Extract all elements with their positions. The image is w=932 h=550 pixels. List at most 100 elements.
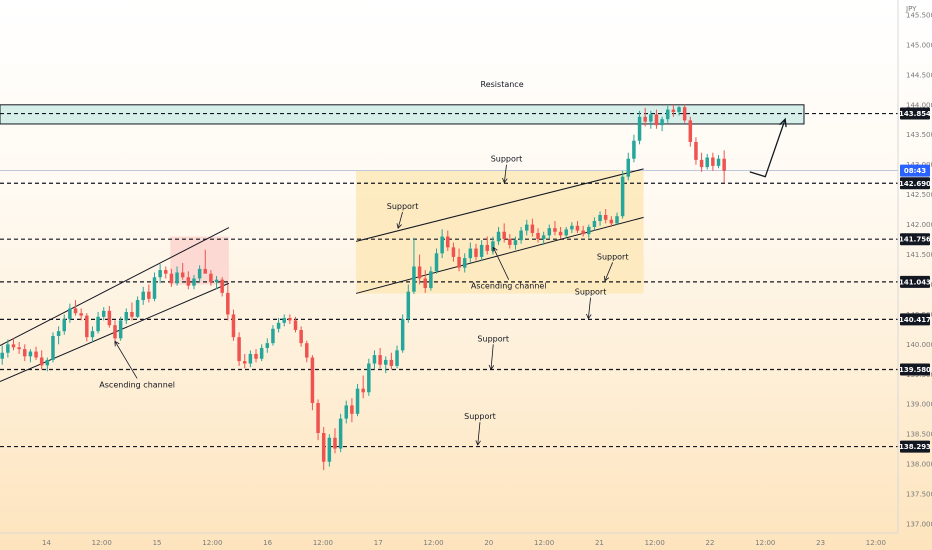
candle-body[interactable] <box>705 157 709 168</box>
candle-body[interactable] <box>85 315 89 338</box>
candle-body[interactable] <box>282 318 286 323</box>
candle-body[interactable] <box>626 158 631 177</box>
candle-body[interactable] <box>17 347 21 350</box>
candle-body[interactable] <box>310 357 315 404</box>
candle-body[interactable] <box>677 107 681 112</box>
candle-body[interactable] <box>513 240 518 245</box>
price-axis[interactable]: 145.500145.000144.500144.000143.500143.0… <box>899 11 932 528</box>
candle-body[interactable] <box>592 220 597 227</box>
candle-body[interactable] <box>355 388 360 414</box>
candle-body[interactable] <box>654 114 659 126</box>
candle-body[interactable] <box>395 350 399 366</box>
candle-body[interactable] <box>186 277 191 286</box>
candle-body[interactable] <box>502 231 506 239</box>
candle-body[interactable] <box>321 432 326 462</box>
candle-body[interactable] <box>632 140 636 159</box>
candle-body[interactable] <box>90 331 95 338</box>
candle-body[interactable] <box>192 278 196 286</box>
candle-body[interactable] <box>603 214 608 220</box>
candle-body[interactable] <box>671 109 676 112</box>
candle-body[interactable] <box>180 272 185 278</box>
candle-body[interactable] <box>570 225 574 230</box>
candle-body[interactable] <box>536 232 540 239</box>
candle-body[interactable] <box>417 266 422 279</box>
candle-body[interactable] <box>508 238 512 245</box>
candle-body[interactable] <box>637 116 642 141</box>
candle-body[interactable] <box>716 158 721 166</box>
candle-body[interactable] <box>271 328 275 344</box>
candle-body[interactable] <box>68 308 72 320</box>
candle-body[interactable] <box>259 347 264 359</box>
candles-layer[interactable] <box>0 104 726 471</box>
candle-body[interactable] <box>694 141 698 160</box>
candle-body[interactable] <box>440 236 444 254</box>
candle-body[interactable] <box>372 355 377 364</box>
candle-body[interactable] <box>688 120 693 142</box>
candle-body[interactable] <box>496 231 501 242</box>
candle-body[interactable] <box>389 359 394 366</box>
candle-body[interactable] <box>338 418 343 449</box>
candle-body[interactable] <box>113 325 117 339</box>
candle-body[interactable] <box>361 388 365 393</box>
candle-body[interactable] <box>333 437 337 449</box>
candle-body[interactable] <box>23 349 27 357</box>
candle-body[interactable] <box>169 273 174 284</box>
candle-body[interactable] <box>519 230 523 241</box>
candle-body[interactable] <box>276 322 281 329</box>
candle-body[interactable] <box>587 226 591 235</box>
candle-body[interactable] <box>367 363 371 393</box>
candle-body[interactable] <box>293 320 298 330</box>
candle-body[interactable] <box>451 247 456 257</box>
time-axis[interactable]: 14 12:00 15 12:00 16 12:00 17 12:00 20 12:00 21 12:… <box>42 539 886 547</box>
candle-body[interactable] <box>164 270 168 274</box>
level-price-tag[interactable] <box>900 177 930 190</box>
candle-body[interactable] <box>649 114 653 122</box>
candle-body[interactable] <box>248 353 253 364</box>
candle-body[interactable] <box>344 405 349 419</box>
candle-body[interactable] <box>209 273 213 283</box>
candle-body[interactable] <box>141 291 145 301</box>
candle-body[interactable] <box>130 312 134 317</box>
candle-body[interactable] <box>468 248 473 259</box>
candle-body[interactable] <box>231 314 236 338</box>
level-price-tag[interactable] <box>900 313 930 326</box>
candle-body[interactable] <box>615 216 619 224</box>
candle-body[interactable] <box>666 109 670 120</box>
candle-body[interactable] <box>0 352 4 359</box>
candle-body[interactable] <box>429 271 433 289</box>
level-price-tag[interactable] <box>900 275 930 288</box>
candle-body[interactable] <box>305 343 309 358</box>
candle-body[interactable] <box>434 253 439 272</box>
candle-body[interactable] <box>124 312 129 321</box>
candle-body[interactable] <box>530 224 535 233</box>
candle-body[interactable] <box>547 228 552 236</box>
candle-body[interactable] <box>220 279 224 293</box>
candle-body[interactable] <box>299 329 303 344</box>
level-price-tag[interactable] <box>900 107 930 120</box>
candle-body[interactable] <box>558 231 563 236</box>
candle-body[interactable] <box>96 316 100 332</box>
candle-body[interactable] <box>327 437 332 462</box>
candle-body[interactable] <box>383 359 388 365</box>
candle-body[interactable] <box>158 270 162 278</box>
candle-body[interactable] <box>457 256 461 268</box>
candle-body[interactable] <box>56 331 61 336</box>
current-price-tag[interactable] <box>900 164 930 177</box>
candle-body[interactable] <box>699 159 704 168</box>
candle-body[interactable] <box>643 116 647 122</box>
candle-body[interactable] <box>620 176 625 217</box>
candle-body[interactable] <box>265 343 270 348</box>
candle-body[interactable] <box>79 313 83 316</box>
candle-body[interactable] <box>462 258 467 268</box>
candle-body[interactable] <box>175 272 179 284</box>
candle-body[interactable] <box>575 225 580 231</box>
candle-body[interactable] <box>485 244 490 251</box>
candle-body[interactable] <box>541 235 546 239</box>
candle-body[interactable] <box>237 337 241 362</box>
level-price-tag[interactable] <box>900 440 930 453</box>
candle-body[interactable] <box>711 157 715 166</box>
candle-body[interactable] <box>423 278 427 289</box>
candle-body[interactable] <box>609 219 614 224</box>
candle-body[interactable] <box>62 319 67 332</box>
